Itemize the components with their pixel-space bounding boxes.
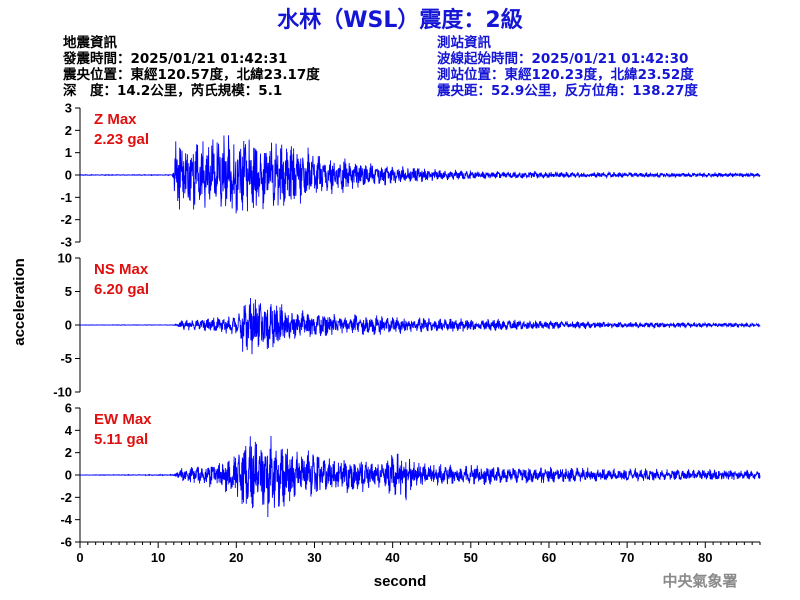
max-label-ew: EW Max bbox=[94, 411, 152, 428]
x-tick-label: 60 bbox=[542, 550, 556, 565]
y-tick-label: -2 bbox=[60, 212, 72, 227]
chart-title: 水林（WSL）震度：2級 bbox=[277, 7, 522, 33]
waveform-ew bbox=[79, 436, 761, 518]
x-tick-label: 80 bbox=[698, 550, 712, 565]
y-tick-label: -1 bbox=[60, 190, 72, 205]
station-wave-start: 波線起始時間：2025/01/21 01:42:30 bbox=[437, 50, 688, 67]
x-tick-label: 10 bbox=[151, 550, 165, 565]
y-tick-label: -10 bbox=[53, 385, 72, 400]
y-tick-label: 1 bbox=[65, 145, 72, 160]
x-tick-label: 20 bbox=[229, 550, 243, 565]
panel-z: -3 -2 -1 0 1 2 3 Z Max 2.23 gal bbox=[60, 101, 761, 250]
y-tick-label: 6 bbox=[65, 401, 72, 416]
station-info-heading: 測站資訊 bbox=[437, 34, 491, 51]
quake-info-block: 地震資訊 發震時間：2025/01/21 01:42:31 震央位置：東經120… bbox=[62, 34, 320, 99]
y-axis-label: acceleration bbox=[11, 258, 28, 346]
y-tick-label: 0 bbox=[65, 468, 72, 483]
y-tick-label: 0 bbox=[65, 318, 72, 333]
y-tick-label: -3 bbox=[60, 235, 72, 250]
waveform-ns bbox=[79, 297, 761, 355]
x-tick-label: 30 bbox=[307, 550, 321, 565]
panel-ns: -10 -5 0 5 10 NS Max 6.20 gal bbox=[53, 251, 761, 400]
x-tick-label: 0 bbox=[76, 550, 83, 565]
y-tick-label: -2 bbox=[60, 490, 72, 505]
agency-footer: 中央氣象署 bbox=[662, 572, 737, 590]
y-tick-label: -6 bbox=[60, 535, 72, 550]
panel-ew: -6 -4 -2 0 2 4 6 EW Max 5.11 gal bbox=[60, 401, 761, 550]
y-tick-label: -4 bbox=[60, 512, 72, 527]
x-axis: 0 10 20 30 40 50 60 70 80 bbox=[76, 541, 761, 565]
x-axis-label: second bbox=[374, 573, 427, 590]
station-location: 測站位置：東經120.23度，北緯23.52度 bbox=[437, 66, 694, 83]
x-tick-label: 70 bbox=[620, 550, 634, 565]
max-label-ns: NS Max bbox=[94, 261, 149, 278]
max-value-z: 2.23 gal bbox=[94, 131, 149, 148]
quake-origin-time: 發震時間：2025/01/21 01:42:31 bbox=[62, 50, 287, 67]
max-value-ew: 5.11 gal bbox=[94, 431, 148, 448]
quake-info-heading: 地震資訊 bbox=[63, 34, 117, 51]
quake-epicenter: 震央位置：東經120.57度，北緯23.17度 bbox=[62, 66, 320, 83]
station-info-block: 測站資訊 波線起始時間：2025/01/21 01:42:30 測站位置：東經1… bbox=[436, 34, 698, 99]
y-tick-label: 4 bbox=[65, 423, 73, 438]
x-tick-label: 50 bbox=[464, 550, 478, 565]
y-tick-label: -5 bbox=[60, 351, 72, 366]
max-label-z: Z Max bbox=[94, 111, 137, 128]
quake-depth-magnitude: 深 度：14.2公里，芮氏規模：5.1 bbox=[63, 82, 282, 99]
y-tick-label: 2 bbox=[65, 123, 72, 138]
y-tick-label: 3 bbox=[65, 101, 72, 116]
max-value-ns: 6.20 gal bbox=[94, 281, 149, 298]
y-tick-label: 5 bbox=[65, 284, 72, 299]
y-tick-label: 10 bbox=[58, 251, 72, 266]
y-tick-label: 0 bbox=[65, 168, 72, 183]
waveform-z bbox=[79, 135, 761, 214]
y-tick-label: 2 bbox=[65, 445, 72, 460]
station-distance-azimuth: 震央距：52.9公里，反方位角：138.27度 bbox=[436, 82, 698, 99]
x-tick-label: 40 bbox=[385, 550, 399, 565]
